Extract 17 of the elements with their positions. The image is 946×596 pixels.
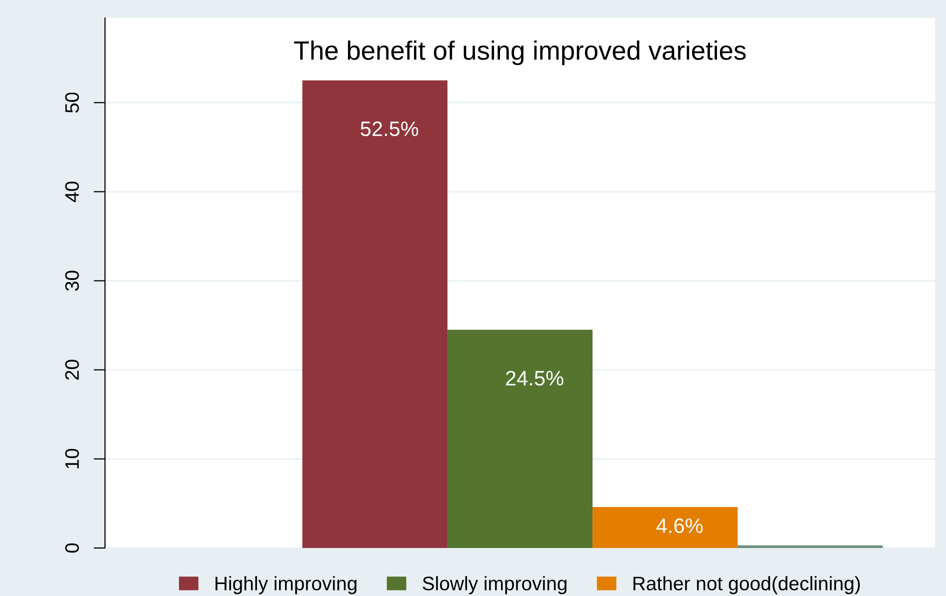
data-label: 24.5%: [506, 370, 564, 386]
legend-label: Highly improving: [216, 576, 356, 594]
data-label: 4.6%: [656, 518, 703, 534]
y-tick-label: 50: [65, 92, 79, 113]
y-tick-label: 30: [65, 270, 79, 291]
bar: [302, 80, 448, 548]
text: The benefit of using improved varieties: [294, 40, 746, 66]
legend-label: Rather not good(declining): [633, 576, 860, 594]
y-tick-label: 20: [65, 360, 79, 380]
y-tick-label: 10: [65, 448, 79, 468]
legend-label: Slowly improving: [422, 576, 566, 594]
data-label: 52.5%: [360, 121, 418, 136]
y-tick-label: 0: [65, 543, 79, 553]
bar: [592, 507, 738, 548]
bar: [447, 330, 593, 548]
bar: [738, 545, 883, 548]
y-tick-label: 40: [65, 182, 79, 202]
